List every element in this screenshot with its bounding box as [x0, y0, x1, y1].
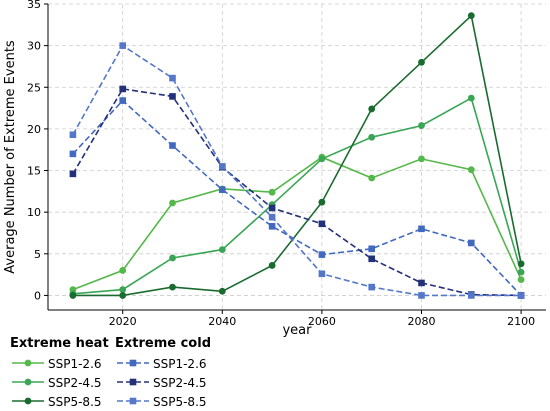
y-tick-label: 20: [27, 123, 41, 136]
y-tick-label: 0: [34, 289, 41, 302]
data-point: [418, 292, 425, 299]
data-point: [468, 239, 475, 247]
data-point: [418, 155, 425, 163]
data-point: [219, 186, 226, 193]
data-point: [119, 42, 126, 49]
data-point: [368, 283, 375, 291]
data-point: [418, 122, 425, 129]
y-tick-label: 10: [27, 206, 41, 219]
data-point: [119, 97, 126, 104]
data-point: [318, 220, 326, 228]
series-line-cold-0: [72, 99, 522, 296]
legend-label: SSP2-4.5: [153, 376, 207, 390]
data-point: [318, 198, 326, 206]
data-point: [517, 292, 525, 299]
data-point: [219, 163, 226, 170]
y-axis-label: Average Number of Extreme Events: [3, 40, 18, 274]
data-point: [318, 155, 326, 163]
data-point: [169, 142, 176, 149]
gridlines: [48, 3, 546, 310]
data-point: [517, 260, 525, 268]
legend-label: SSP5-8.5: [153, 395, 207, 409]
legend-entry: SSP1-2.6: [115, 355, 215, 373]
data-point: [318, 251, 326, 258]
y-tick-label: 30: [27, 40, 41, 53]
legend-entry: SSP2-4.5: [115, 374, 215, 392]
data-point: [268, 188, 276, 196]
data-point: [169, 93, 176, 100]
data-point: [268, 213, 276, 221]
data-point: [169, 74, 176, 82]
data-point: [268, 223, 276, 230]
legend-entry: SSP2-4.5: [10, 374, 110, 392]
legend-group-title: Extreme heat: [10, 336, 109, 351]
data-point: [467, 12, 475, 20]
legend-swatch: [117, 397, 149, 405]
series-line-heat-1: [72, 96, 522, 295]
data-point: [517, 268, 525, 276]
data-point: [318, 270, 326, 278]
legend-label: SSP2-4.5: [48, 376, 102, 390]
legend-label: SSP5-8.5: [48, 395, 102, 409]
legend-swatch: [12, 397, 44, 405]
data-point: [119, 85, 126, 93]
data-point: [119, 267, 127, 274]
data-point: [467, 94, 475, 102]
data-point: [69, 131, 77, 139]
y-tick-label: 5: [34, 248, 41, 261]
x-tick-label: 2040: [208, 315, 236, 328]
x-tick-label: 2100: [507, 315, 535, 328]
data-point: [268, 204, 276, 212]
data-point: [169, 254, 176, 262]
legend-label: SSP1-2.6: [48, 357, 102, 371]
data-point: [418, 279, 425, 287]
data-point: [368, 255, 375, 263]
data-point: [119, 286, 127, 293]
y-tick-label: 25: [27, 81, 41, 94]
data-point: [119, 292, 127, 299]
legend-group-title: Extreme cold: [115, 336, 211, 351]
data-point: [467, 166, 475, 174]
legend-label: SSP1-2.6: [153, 357, 207, 371]
axes: 2020 2040 2060 2080 2100 0 5 10 15 20 25 30 35: [27, 0, 546, 328]
data-point: [218, 287, 226, 295]
series-line-cold-2: [72, 44, 522, 297]
legend-swatch: [117, 359, 149, 367]
data-point: [468, 292, 475, 299]
data-point: [69, 292, 77, 299]
series-line-heat-0: [72, 156, 522, 291]
data-point: [368, 174, 376, 182]
data-point: [169, 283, 176, 291]
data-point: [418, 225, 425, 233]
data-point: [268, 262, 276, 269]
legend-swatch: [12, 359, 44, 367]
x-tick-label: 2080: [408, 315, 436, 328]
data-point: [218, 246, 226, 254]
legend-entry: SSP1-2.6: [10, 355, 110, 373]
legend-entry: SSP5-8.5: [115, 393, 215, 411]
x-tick-label: 2020: [109, 315, 137, 328]
data-point: [517, 276, 525, 284]
y-tick-label: 15: [27, 165, 41, 178]
data-point: [69, 150, 77, 158]
legend-swatch: [117, 378, 149, 386]
legend-swatch: [12, 378, 44, 386]
series-line-heat-2: [72, 14, 522, 297]
data-point: [69, 170, 77, 178]
data-point: [368, 105, 376, 113]
x-axis-label: year: [282, 323, 312, 338]
legend-entry: SSP5-8.5: [10, 393, 110, 411]
data-point: [368, 245, 375, 253]
series-layer: [69, 12, 525, 299]
data-point: [418, 58, 425, 66]
series-line-cold-1: [72, 88, 522, 297]
x-tick-label: 2060: [308, 315, 336, 328]
y-tick-label: 35: [27, 0, 41, 11]
data-point: [169, 199, 176, 207]
data-point: [368, 133, 376, 141]
